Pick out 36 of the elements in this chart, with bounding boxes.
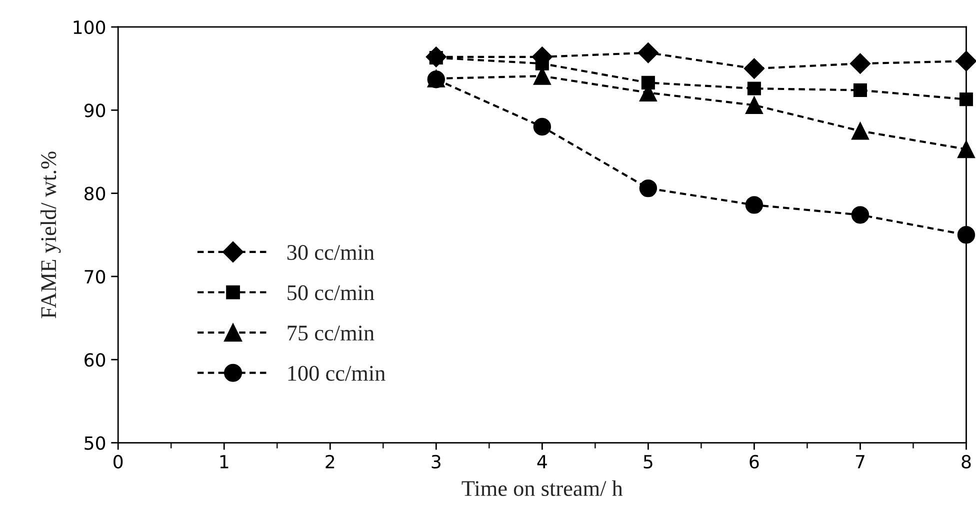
legend-label: 75 cc/min: [288, 326, 374, 341]
y-tick-label: 50: [84, 436, 106, 450]
x-tick-label: 3: [432, 454, 440, 469]
point: [744, 58, 765, 79]
point: [850, 53, 871, 74]
x-tick-label: 6: [750, 454, 759, 469]
point: [745, 96, 764, 114]
y-tick-label: 90: [84, 104, 106, 118]
x-tick-label: 5: [644, 455, 652, 469]
y-axis-title: FAME yield/ wt.%: [40, 152, 61, 318]
y-tick-label: 70: [84, 270, 106, 284]
legend-label: 30 cc/min: [287, 244, 374, 260]
legend-label: 50 cc/min: [288, 285, 374, 300]
x-tick-label: 4: [537, 455, 547, 468]
point: [957, 226, 976, 244]
x-tick-label: 0: [114, 454, 123, 469]
y-tick-label: 100: [74, 20, 106, 34]
x-tick-label: 2: [326, 454, 334, 468]
x-tick-label: 7: [856, 455, 864, 468]
y-tick-label: 60: [84, 353, 106, 367]
point: [638, 42, 659, 64]
point: [959, 92, 974, 106]
point: [747, 82, 761, 96]
x-tick-label: 1: [220, 455, 228, 468]
point: [533, 118, 552, 136]
point: [956, 50, 976, 72]
point: [853, 83, 867, 97]
point: [639, 179, 658, 198]
legend-label: 100 cc/min: [288, 366, 386, 381]
y-tick-label: 80: [84, 186, 106, 200]
x-axis-title: Time on stream/ h: [462, 480, 623, 496]
point: [851, 206, 870, 224]
x-tick-label: 8: [962, 454, 971, 469]
point: [851, 122, 870, 140]
point: [745, 196, 764, 214]
point: [957, 140, 976, 158]
